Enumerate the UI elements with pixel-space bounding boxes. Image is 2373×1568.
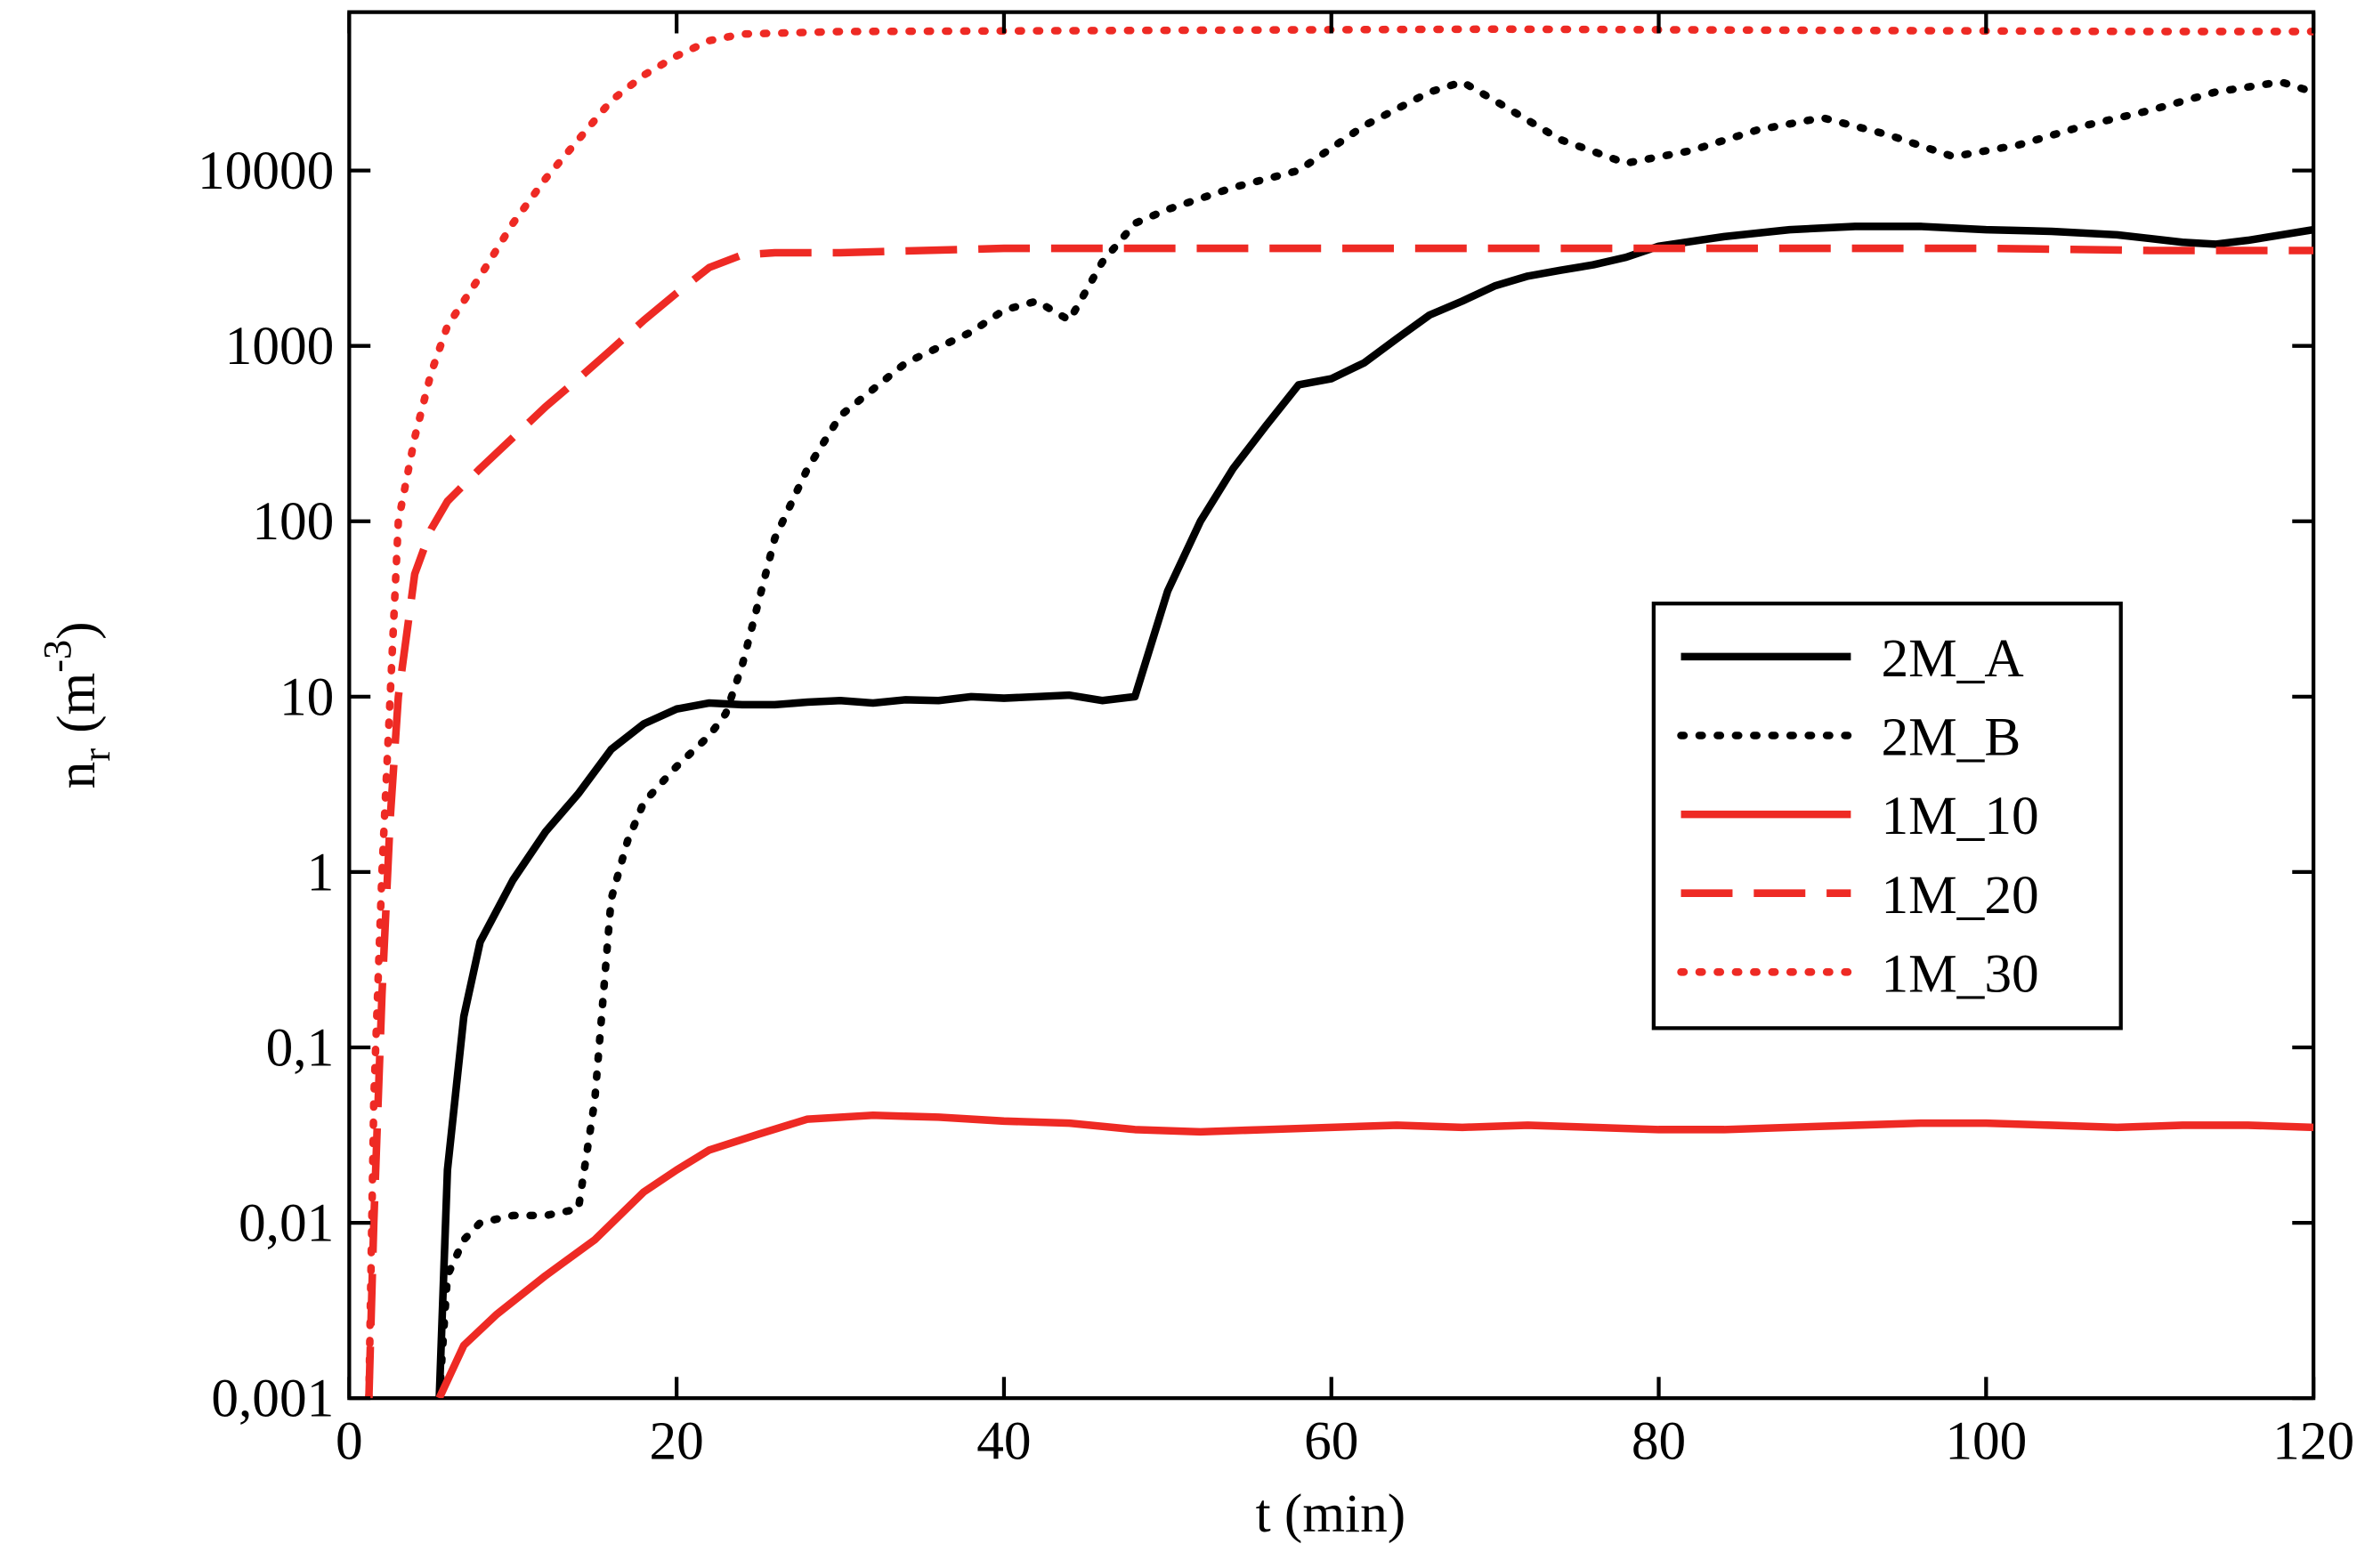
series-line bbox=[435, 77, 2314, 1399]
x-tick-label: 20 bbox=[649, 1410, 703, 1471]
lines bbox=[365, 25, 2314, 1399]
legend-label: 1M_20 bbox=[1881, 865, 2038, 925]
y-tick-label: 1 bbox=[307, 842, 335, 902]
y-tick-label: 10 bbox=[279, 667, 334, 727]
x-tick-label: 0 bbox=[336, 1410, 363, 1471]
y-tick-label: 1000 bbox=[225, 316, 335, 376]
y-tick-label: 0,001 bbox=[211, 1369, 334, 1429]
x-tick-label: 80 bbox=[1632, 1410, 1686, 1471]
series-line bbox=[365, 25, 2314, 1399]
y-tick-label: 0,01 bbox=[239, 1193, 334, 1254]
y-tick-label: 100 bbox=[252, 491, 334, 552]
x-axis-label: t (min) bbox=[1256, 1483, 1406, 1544]
legend-label: 2M_A bbox=[1881, 628, 2023, 689]
y-label-close: ) bbox=[46, 621, 107, 639]
y-label-sup: -3 bbox=[36, 640, 79, 673]
series-line bbox=[435, 222, 2314, 1399]
legend-label: 2M_B bbox=[1881, 707, 2021, 768]
series-line bbox=[365, 244, 2314, 1399]
x-tick-label: 120 bbox=[2272, 1410, 2354, 1471]
y-axis-label: nr (m-3) bbox=[36, 621, 118, 788]
y-label-base: n bbox=[46, 762, 107, 789]
series-line bbox=[435, 1111, 2314, 1399]
legend-label: 1M_30 bbox=[1881, 943, 2038, 1004]
x-tick-label: 100 bbox=[1945, 1410, 2027, 1471]
y-tick-label: 10000 bbox=[198, 141, 334, 201]
x-tick-label: 40 bbox=[976, 1410, 1031, 1471]
legend-label: 1M_10 bbox=[1881, 786, 2038, 846]
y-label-open: (m bbox=[46, 673, 107, 733]
y-label-sub: r bbox=[75, 748, 118, 762]
x-tick-label: 60 bbox=[1304, 1410, 1358, 1471]
y-tick-label: 0,1 bbox=[266, 1017, 335, 1078]
